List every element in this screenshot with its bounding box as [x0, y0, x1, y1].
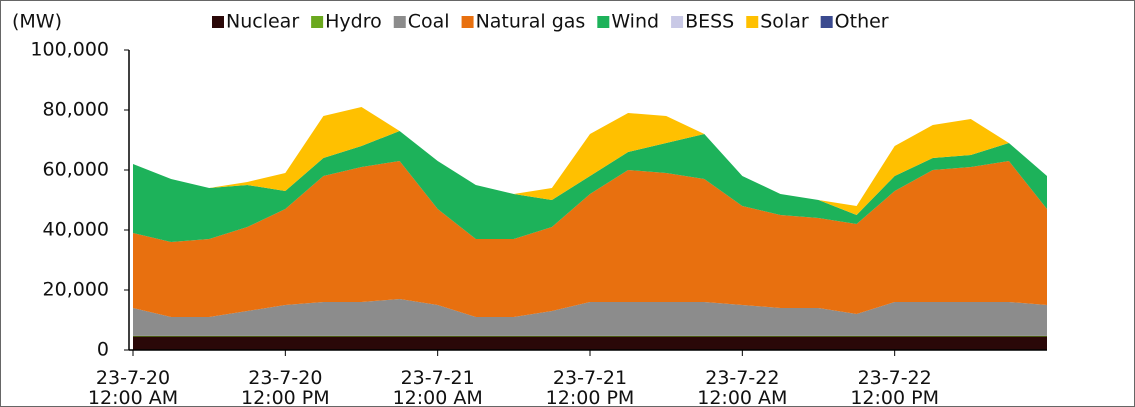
- x-tick-label: 23-7-21 12:00 PM: [546, 367, 635, 407]
- y-tick-label: 100,000: [30, 39, 109, 61]
- legend-label: Coal: [408, 11, 450, 33]
- legend-label: Nuclear: [226, 11, 299, 33]
- legend-swatch: [820, 16, 833, 28]
- x-tick-label-line: 23-7-21: [401, 367, 475, 389]
- area: [133, 107, 1047, 215]
- y-tick-label: 20,000: [43, 279, 109, 301]
- y-tick-label: 0: [97, 339, 109, 361]
- y-tick-label: 80,000: [43, 99, 109, 121]
- x-tick-label-line: 12:00 AM: [393, 387, 483, 407]
- x-tick-label-line: 23-7-21: [553, 367, 627, 389]
- legend-swatch: [746, 16, 759, 28]
- x-tick-label-line: 12:00 AM: [697, 387, 787, 407]
- legend-swatch: [212, 16, 224, 28]
- x-tick-label: 23-7-21 12:00 AM: [393, 367, 483, 407]
- x-tick-label-line: 12:00 PM: [241, 387, 330, 407]
- area: [133, 299, 1047, 336]
- legend-label: Natural gas: [476, 11, 586, 33]
- x-tick-label: 23-7-22 12:00 PM: [850, 367, 939, 407]
- legend-label: Wind: [611, 11, 659, 33]
- x-tick-label: 23-7-20 12:00 PM: [241, 367, 330, 407]
- x-tick-label-line: 23-7-22: [705, 367, 779, 389]
- legend-swatch: [311, 16, 324, 28]
- legend-swatch: [393, 16, 406, 28]
- x-tick-label: 23-7-22 12:00 AM: [697, 367, 787, 407]
- area: [133, 335, 1047, 337]
- x-tick-label-line: 23-7-20: [248, 367, 322, 389]
- y-tick-label: 60,000: [43, 159, 109, 181]
- y-tick-label: 40,000: [43, 219, 109, 241]
- y-axis-unit: (MW): [12, 11, 62, 33]
- area: [133, 131, 1047, 242]
- x-tick-label-line: 23-7-20: [96, 367, 170, 389]
- x-tick-label: 23-7-20 12:00 AM: [88, 367, 178, 407]
- x-tick-label-line: 23-7-22: [858, 367, 932, 389]
- legend-swatch: [461, 16, 474, 28]
- legend-label: BESS: [685, 11, 734, 33]
- x-tick-label-line: 12:00 AM: [88, 387, 178, 407]
- legend-label: Solar: [760, 11, 809, 33]
- area: [133, 161, 1047, 317]
- legend-label: Hydro: [325, 11, 382, 33]
- x-tick-label-line: 12:00 PM: [546, 387, 635, 407]
- legend-swatch: [671, 16, 684, 28]
- area: [133, 336, 1047, 350]
- legend-label: Other: [835, 11, 889, 33]
- x-tick-label-line: 12:00 PM: [850, 387, 939, 407]
- legend-swatch: [597, 16, 610, 28]
